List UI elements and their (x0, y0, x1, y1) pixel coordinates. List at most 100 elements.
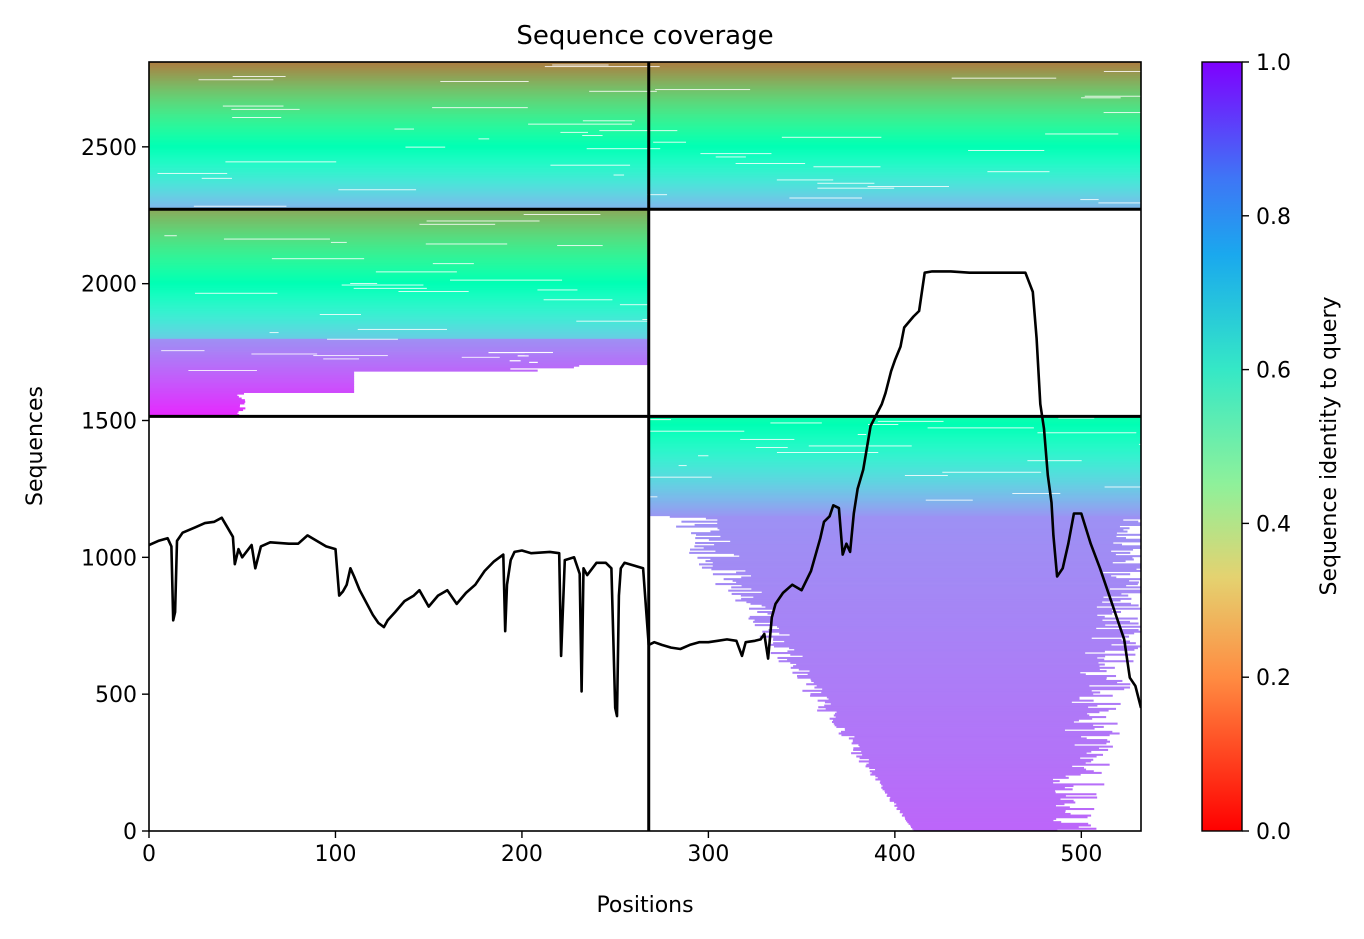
coverage-gap (419, 223, 496, 225)
coverage-row (908, 822, 1089, 825)
coverage-row (149, 197, 649, 200)
coverage-row (770, 652, 1086, 655)
colorbar-tick: 0.6 (1242, 359, 1291, 384)
coverage-gap (537, 289, 578, 291)
coverage-row (648, 149, 1141, 152)
coverage-row (736, 571, 1104, 574)
coverage-row (489, 348, 649, 351)
coverage-row (648, 78, 1141, 82)
coverage-row (648, 514, 1141, 517)
coverage-row (777, 625, 1141, 628)
coverage-row (882, 788, 1073, 791)
empty-region (149, 416, 649, 831)
coverage-row (904, 816, 1088, 819)
plot-frame (148, 61, 1142, 832)
coverage-row (149, 409, 244, 412)
coverage-row (741, 597, 1132, 600)
coverage-row (648, 512, 1141, 515)
coverage-gap (808, 445, 912, 447)
coverage-row (689, 551, 1131, 554)
coverage-gap (942, 471, 1042, 473)
coverage-row (772, 609, 1112, 612)
coverage-row (761, 591, 1141, 594)
coverage-row (717, 527, 1130, 530)
coverage-row (648, 126, 1141, 129)
coverage-gap (157, 172, 228, 174)
coverage-row (648, 92, 1141, 95)
coverage-row (648, 431, 1141, 435)
coverage-row (648, 169, 1141, 172)
coverage-row (869, 766, 1085, 770)
coverage-row (696, 533, 1141, 536)
coverage-row (528, 344, 649, 348)
coverage-row (862, 753, 1103, 756)
coverage-row (149, 88, 649, 91)
coverage-gap (576, 320, 667, 322)
coverage-row (648, 477, 1141, 481)
coverage-row (854, 735, 1082, 738)
coverage-row (648, 484, 1141, 487)
coverage-row (149, 379, 355, 382)
coverage-row (648, 110, 1141, 113)
coverage-row (149, 236, 649, 239)
coverage-gap (450, 279, 563, 281)
colorbar-tick-label: 0.0 (1256, 820, 1291, 845)
coverage-line (149, 270, 1141, 718)
coverage-row (790, 653, 1136, 656)
coverage-row (149, 205, 649, 208)
coverage-row (757, 610, 1122, 614)
coverage-row (648, 468, 1141, 471)
coverage-row (807, 673, 1086, 676)
coverage-gap (223, 238, 330, 240)
colorbar-tick: 1.0 (1242, 51, 1291, 76)
coverage-row (754, 619, 1103, 622)
coverage-row (749, 615, 1105, 618)
coverage-row (875, 768, 1087, 771)
coverage-row (824, 704, 1098, 707)
coverage-row (149, 198, 649, 201)
coverage-row (648, 509, 1141, 512)
coverage-row (149, 374, 355, 377)
coverage-row (648, 172, 1141, 175)
colorbar-tick: 0.2 (1242, 666, 1291, 691)
coverage-row (149, 115, 649, 118)
coverage-row (648, 75, 1141, 78)
coverage-gap (375, 271, 457, 273)
coverage-row (149, 77, 649, 80)
coverage-row (834, 712, 1088, 715)
coverage-row (648, 476, 1141, 479)
coverage-row (648, 450, 1141, 453)
coverage-row (762, 630, 1141, 633)
coverage-row (877, 776, 1069, 779)
coverage-row (149, 152, 649, 155)
coverage-row (149, 279, 649, 282)
coverage-gap (586, 147, 661, 150)
coverage-gap (1098, 202, 1141, 204)
coverage-row (149, 120, 649, 123)
coverage-gap (700, 152, 772, 155)
coverage-gap (161, 349, 205, 352)
coverage-row (648, 124, 1141, 127)
coverage-row (149, 210, 649, 213)
coverage-row (648, 115, 1141, 118)
coverage-row (835, 716, 1107, 719)
coverage-row (768, 629, 1139, 632)
coverage-row (149, 190, 649, 193)
coverage-row (789, 647, 1138, 650)
coverage-row (149, 231, 649, 234)
coverage-row (149, 289, 649, 292)
y-tick: 1000 (81, 546, 149, 571)
coverage-row (773, 638, 1122, 641)
coverage-gap (776, 451, 879, 453)
coverage-row (648, 179, 1141, 182)
coverage-row (882, 785, 1074, 788)
coverage-gap (405, 146, 446, 148)
coverage-row (648, 188, 1141, 192)
coverage-row (818, 706, 1089, 709)
coverage-row (648, 436, 1141, 439)
coverage-row (753, 620, 1130, 623)
coverage-row (790, 666, 1115, 669)
coverage-row (149, 87, 649, 90)
coverage-gap (813, 165, 881, 168)
